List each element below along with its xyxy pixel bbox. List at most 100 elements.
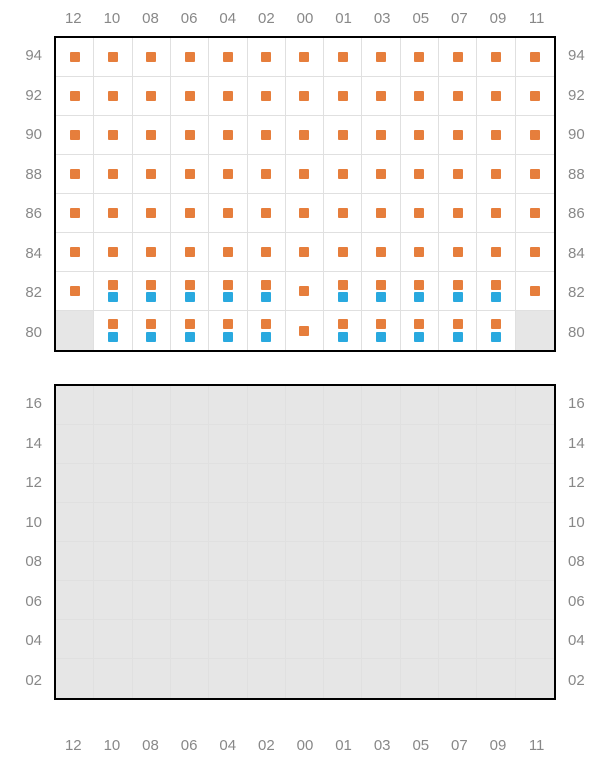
seat-cell[interactable] xyxy=(171,38,209,77)
seat-cell[interactable] xyxy=(171,77,209,116)
seat-cell[interactable] xyxy=(133,116,171,155)
seat-cell[interactable] xyxy=(286,116,324,155)
seat-cell[interactable] xyxy=(56,155,94,194)
seat-cell[interactable] xyxy=(439,311,477,350)
seat-cell[interactable] xyxy=(94,155,132,194)
seat-cell[interactable] xyxy=(286,194,324,233)
seat-cell[interactable] xyxy=(362,77,400,116)
seat-cell[interactable] xyxy=(477,155,515,194)
seat-cell[interactable] xyxy=(171,272,209,311)
seat-cell[interactable] xyxy=(209,311,247,350)
seat-cell[interactable] xyxy=(133,272,171,311)
seat-cell[interactable] xyxy=(133,311,171,350)
seat-cell[interactable] xyxy=(401,272,439,311)
seat-cell[interactable] xyxy=(439,272,477,311)
seat-cell[interactable] xyxy=(248,38,286,77)
seat-cell[interactable] xyxy=(286,311,324,350)
seat-cell[interactable] xyxy=(516,155,554,194)
seat-cell[interactable] xyxy=(171,311,209,350)
seat-cell[interactable] xyxy=(286,38,324,77)
seat-cell[interactable] xyxy=(477,77,515,116)
seat-cell[interactable] xyxy=(516,194,554,233)
seat-cell[interactable] xyxy=(477,272,515,311)
seat-cell[interactable] xyxy=(209,272,247,311)
seat-cell[interactable] xyxy=(248,233,286,272)
seat-cell[interactable] xyxy=(248,155,286,194)
seat-cell[interactable] xyxy=(324,155,362,194)
seat-cell[interactable] xyxy=(248,311,286,350)
seat-cell[interactable] xyxy=(209,194,247,233)
seat-cell[interactable] xyxy=(324,77,362,116)
seat-cell[interactable] xyxy=(362,38,400,77)
seat-cell[interactable] xyxy=(362,155,400,194)
seat-cell[interactable] xyxy=(286,233,324,272)
seat-cell[interactable] xyxy=(248,77,286,116)
seat-cell[interactable] xyxy=(439,233,477,272)
seat-cell[interactable] xyxy=(94,233,132,272)
seat-cell[interactable] xyxy=(133,194,171,233)
seat-cell[interactable] xyxy=(171,233,209,272)
seat-cell[interactable] xyxy=(94,38,132,77)
seat-cell[interactable] xyxy=(439,38,477,77)
seat-cell[interactable] xyxy=(324,311,362,350)
seat-cell[interactable] xyxy=(362,233,400,272)
seat-cell[interactable] xyxy=(439,77,477,116)
seat-cell[interactable] xyxy=(209,38,247,77)
seat-cell[interactable] xyxy=(248,272,286,311)
seat-cell[interactable] xyxy=(209,233,247,272)
seat-cell[interactable] xyxy=(133,155,171,194)
seat-cell[interactable] xyxy=(56,272,94,311)
seat-cell[interactable] xyxy=(401,77,439,116)
seat-cell[interactable] xyxy=(56,233,94,272)
seat-cell[interactable] xyxy=(516,77,554,116)
seat-cell[interactable] xyxy=(477,233,515,272)
seat-cell[interactable] xyxy=(401,116,439,155)
seat-cell[interactable] xyxy=(324,233,362,272)
seat-cell[interactable] xyxy=(516,116,554,155)
seat-cell[interactable] xyxy=(362,116,400,155)
seat-cell[interactable] xyxy=(248,116,286,155)
seat-cell[interactable] xyxy=(324,194,362,233)
seat-cell[interactable] xyxy=(324,38,362,77)
seat-cell[interactable] xyxy=(516,272,554,311)
seat-cell[interactable] xyxy=(171,116,209,155)
seat-cell[interactable] xyxy=(209,116,247,155)
seat-cell[interactable] xyxy=(133,38,171,77)
seat-cell[interactable] xyxy=(286,77,324,116)
seat-cell[interactable] xyxy=(56,194,94,233)
seat-cell[interactable] xyxy=(362,194,400,233)
seat-cell[interactable] xyxy=(439,155,477,194)
seat-cell[interactable] xyxy=(324,116,362,155)
seat-cell[interactable] xyxy=(94,311,132,350)
seat-cell[interactable] xyxy=(401,194,439,233)
seat-cell[interactable] xyxy=(362,311,400,350)
seat-cell[interactable] xyxy=(133,233,171,272)
seat-cell[interactable] xyxy=(171,194,209,233)
seat-cell[interactable] xyxy=(286,272,324,311)
seat-cell[interactable] xyxy=(56,116,94,155)
seat-cell[interactable] xyxy=(94,116,132,155)
seat-cell[interactable] xyxy=(56,77,94,116)
seat-cell[interactable] xyxy=(209,77,247,116)
seat-cell[interactable] xyxy=(56,38,94,77)
seat-cell[interactable] xyxy=(477,311,515,350)
seat-cell[interactable] xyxy=(362,272,400,311)
seat-cell[interactable] xyxy=(209,155,247,194)
seat-cell[interactable] xyxy=(516,233,554,272)
seat-cell[interactable] xyxy=(477,116,515,155)
seat-cell[interactable] xyxy=(516,38,554,77)
seat-cell[interactable] xyxy=(439,194,477,233)
seat-cell[interactable] xyxy=(324,272,362,311)
seat-cell[interactable] xyxy=(401,311,439,350)
seat-cell[interactable] xyxy=(477,194,515,233)
seat-cell[interactable] xyxy=(94,272,132,311)
seat-cell[interactable] xyxy=(439,116,477,155)
seat-cell[interactable] xyxy=(94,77,132,116)
seat-cell[interactable] xyxy=(477,38,515,77)
seat-cell[interactable] xyxy=(286,155,324,194)
seat-cell[interactable] xyxy=(401,233,439,272)
seat-cell[interactable] xyxy=(248,194,286,233)
seat-cell[interactable] xyxy=(401,155,439,194)
seat-cell[interactable] xyxy=(171,155,209,194)
seat-cell[interactable] xyxy=(133,77,171,116)
